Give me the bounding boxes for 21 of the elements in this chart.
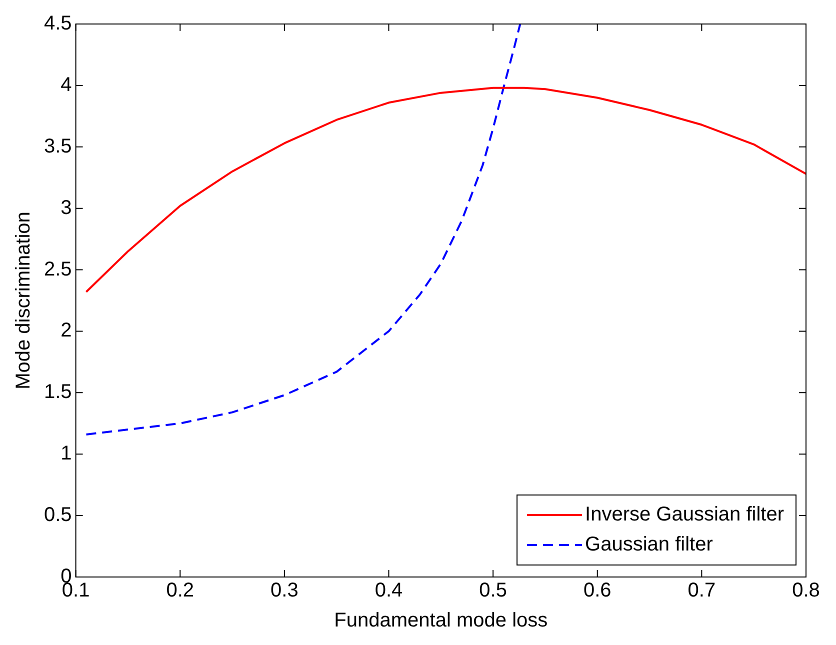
line-series bbox=[85, 24, 522, 436]
x-tick-label: 0.8 bbox=[792, 580, 820, 602]
y-tick-label: 4 bbox=[60, 74, 72, 96]
y-tick-label: 3 bbox=[60, 196, 72, 219]
x-axis-title: Fundamental mode loss bbox=[334, 610, 548, 632]
y-tick-label: 4.5 bbox=[44, 12, 72, 35]
y-tick-label: 1 bbox=[60, 442, 72, 465]
x-tick-label: 0.4 bbox=[374, 580, 403, 602]
y-tick-label: 1.5 bbox=[44, 381, 72, 404]
legend-label: Inverse Gaussian filter bbox=[585, 504, 784, 526]
x-tick-label: 0.2 bbox=[166, 580, 194, 602]
x-tick-label: 0.5 bbox=[479, 580, 507, 602]
y-tick-label: 2 bbox=[60, 320, 72, 342]
y-tick-label: 0.5 bbox=[44, 504, 72, 526]
y-tick-label: 3.5 bbox=[44, 135, 72, 158]
x-tick-label: 0.7 bbox=[688, 580, 716, 602]
legend-label: Gaussian filter bbox=[585, 534, 714, 556]
x-tick-label: 0.6 bbox=[583, 580, 612, 602]
y-tick-label: 2.5 bbox=[44, 258, 72, 280]
y-axis-title: Mode discrimination bbox=[12, 212, 35, 390]
x-tick-label: 0.3 bbox=[270, 580, 298, 602]
